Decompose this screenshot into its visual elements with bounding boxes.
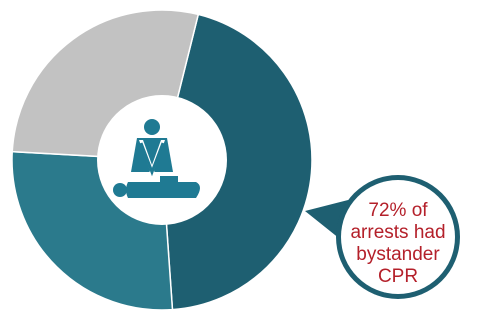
callout-line-2: arrests had xyxy=(350,222,445,243)
cpr-person-icon xyxy=(113,119,200,198)
callout-bubble xyxy=(305,175,460,299)
callout-text: 72% of arrests had bystander CPR xyxy=(350,200,445,287)
donut-slices xyxy=(11,9,313,311)
callout-line-4: CPR xyxy=(378,266,418,287)
callout-line-1: 72% of xyxy=(368,200,428,221)
callout-line-3: bystander xyxy=(356,244,440,265)
